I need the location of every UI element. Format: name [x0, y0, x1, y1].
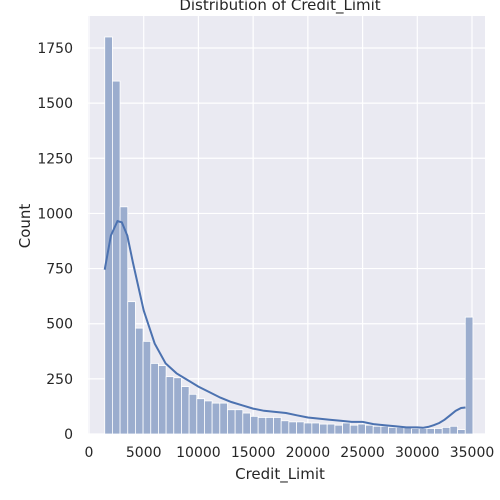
- x-tick-label-1: 5000: [126, 445, 162, 461]
- histogram-bar-17: [234, 409, 244, 435]
- histogram-bar-32: [349, 424, 359, 435]
- histogram-bar-38: [395, 426, 405, 435]
- histogram-bar-1: [112, 80, 121, 435]
- histogram-bar-2: [119, 206, 129, 435]
- histogram-bar-19: [250, 415, 259, 435]
- x-tick-label-0: 0: [85, 445, 94, 461]
- x-axis-ticks: 0 5000 10000 15000 20000 25000 30000 35000: [85, 445, 495, 461]
- histogram-bar-40: [411, 428, 420, 435]
- histogram-bar-9: [173, 377, 182, 435]
- histogram-bar-31: [342, 422, 351, 435]
- y-tick-label-1: 250: [46, 372, 73, 388]
- histogram-bar-35: [372, 425, 382, 435]
- x-tick-label-2: 10000: [176, 445, 221, 461]
- histogram-bar-34: [365, 424, 374, 435]
- x-tick-label-3: 15000: [231, 445, 276, 461]
- y-tick-label-2: 500: [46, 317, 73, 333]
- y-tick-label-6: 1500: [37, 96, 73, 112]
- y-tick-label-0: 0: [64, 427, 73, 443]
- histogram-bar-12: [196, 398, 205, 435]
- histogram-bar-5: [142, 340, 152, 435]
- x-tick-label-7: 35000: [450, 445, 495, 461]
- x-axis-title: Credit_Limit: [235, 465, 325, 484]
- histogram-bar-26: [303, 422, 313, 435]
- histogram-bar-29: [326, 423, 336, 435]
- histogram-bar-44: [441, 426, 451, 435]
- histogram-bars: [104, 36, 474, 435]
- histogram-bar-47: [464, 316, 474, 435]
- histogram-bar-37: [388, 426, 397, 435]
- histogram-bar-30: [334, 424, 343, 435]
- y-axis-ticks: 0 250 500 750 1000 1250 1500 1750: [37, 41, 73, 443]
- histogram-bar-24: [288, 421, 297, 435]
- histogram-bar-36: [380, 425, 389, 435]
- histogram-bar-41: [418, 428, 428, 435]
- histogram-bar-4: [135, 327, 144, 435]
- histogram-bar-14: [211, 402, 221, 435]
- histogram-bar-8: [165, 376, 175, 435]
- histogram-bar-20: [257, 417, 267, 435]
- histogram-bar-43: [434, 428, 443, 435]
- histogram-bar-13: [204, 400, 213, 435]
- x-tick-label-6: 30000: [395, 445, 440, 461]
- histogram-bar-6: [150, 363, 159, 435]
- y-tick-label-7: 1750: [37, 41, 73, 57]
- x-tick-label-5: 25000: [340, 445, 385, 461]
- histogram-bar-18: [242, 412, 251, 435]
- kde-curve: [103, 219, 466, 429]
- histogram-bar-3: [127, 301, 136, 435]
- histogram-bar-7: [158, 365, 167, 435]
- x-tick-label-4: 20000: [286, 445, 331, 461]
- histogram-bar-10: [181, 386, 190, 435]
- y-axis-title: Count: [16, 204, 34, 249]
- histogram-bar-28: [319, 423, 328, 435]
- histogram-bar-33: [357, 423, 366, 435]
- histogram-bar-25: [296, 421, 305, 435]
- histogram-bar-15: [219, 402, 228, 435]
- chart-title: Distribution of Credit_Limit: [179, 0, 380, 15]
- histogram-bar-11: [188, 393, 198, 435]
- histogram-bar-22: [273, 417, 282, 435]
- histogram-bar-27: [311, 422, 320, 435]
- histogram-bar-16: [227, 409, 236, 435]
- histogram-bar-46: [457, 429, 466, 435]
- histogram-bar-21: [265, 417, 274, 435]
- histogram-bar-23: [280, 420, 290, 435]
- y-tick-label-5: 1250: [37, 151, 73, 167]
- histogram-bar-45: [449, 425, 458, 435]
- y-tick-label-4: 1000: [37, 206, 73, 222]
- histogram-bar-42: [426, 428, 435, 435]
- y-tick-label-3: 750: [46, 262, 73, 278]
